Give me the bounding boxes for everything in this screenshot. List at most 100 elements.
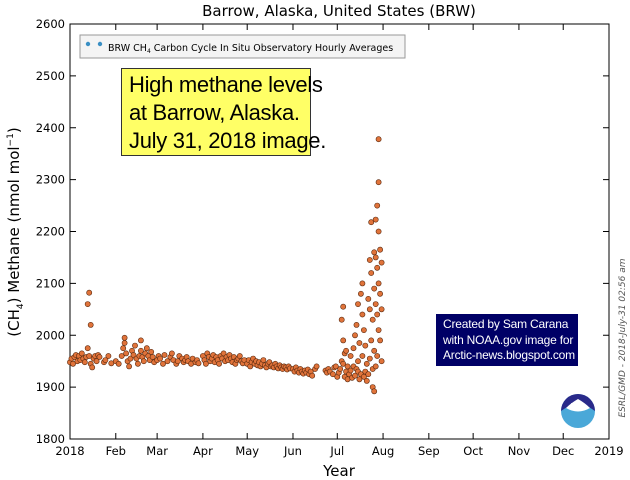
x-tick-label: Jul bbox=[329, 444, 344, 458]
y-tick-label: 2400 bbox=[36, 121, 65, 135]
data-point bbox=[359, 353, 366, 359]
data-point bbox=[347, 367, 354, 374]
data-point bbox=[377, 337, 383, 344]
data-point bbox=[368, 337, 375, 344]
data-point bbox=[86, 353, 93, 359]
data-point bbox=[236, 353, 243, 359]
data-point bbox=[343, 347, 349, 354]
x-axis-ticks: 2018 Feb Mar Apr May Jun Jul Aug Sep Oct Nov Dec 201… bbox=[55, 24, 624, 458]
data-point bbox=[87, 321, 94, 328]
data-point bbox=[377, 246, 383, 253]
data-point bbox=[371, 388, 378, 395]
data-point bbox=[134, 360, 141, 367]
y-label-sub: 4 bbox=[16, 303, 26, 309]
data-point bbox=[366, 257, 373, 263]
data-point bbox=[340, 303, 347, 310]
data-point bbox=[371, 249, 378, 256]
data-point bbox=[309, 372, 316, 379]
x-tick-label: Jun bbox=[283, 444, 302, 458]
data-point bbox=[137, 337, 144, 344]
x-tick-label: Nov bbox=[508, 444, 531, 458]
y-label-open: (CH bbox=[5, 309, 23, 337]
x-tick-label: Oct bbox=[463, 444, 483, 458]
data-point bbox=[161, 352, 168, 358]
data-point bbox=[329, 371, 336, 378]
data-point bbox=[356, 340, 363, 346]
data-point bbox=[360, 327, 367, 333]
data-point bbox=[371, 285, 378, 292]
legend-label: BRW CH4 Carbon Cycle In Situ Observatory… bbox=[108, 43, 393, 55]
y-tick-label: 2000 bbox=[36, 328, 65, 342]
x-tick-label: Sep bbox=[418, 444, 440, 458]
data-point bbox=[366, 306, 373, 313]
data-point bbox=[371, 347, 378, 354]
legend: BRW CH4 Carbon Cycle In Situ Observatory… bbox=[79, 34, 406, 59]
data-point bbox=[368, 270, 375, 276]
logo-gull bbox=[566, 399, 590, 412]
data-point bbox=[372, 301, 379, 307]
y-tick-label: 2300 bbox=[36, 173, 65, 187]
legend-prefix: BRW CH bbox=[108, 43, 147, 54]
x-tick-label: Aug bbox=[372, 444, 394, 458]
data-point bbox=[363, 377, 370, 384]
data-point bbox=[164, 358, 171, 365]
data-point bbox=[338, 316, 345, 323]
data-point bbox=[89, 364, 96, 371]
data-point bbox=[143, 345, 150, 352]
annotation-line: July 31, 2018 image. bbox=[129, 128, 327, 153]
data-point bbox=[375, 280, 382, 287]
data-point bbox=[93, 358, 100, 365]
data-point bbox=[374, 353, 381, 359]
x-tick-label: 2018 bbox=[55, 444, 84, 458]
data-point bbox=[81, 359, 88, 366]
data-point bbox=[363, 360, 370, 367]
data-point bbox=[216, 360, 222, 367]
data-point bbox=[355, 358, 361, 365]
data-point bbox=[123, 350, 129, 357]
annotation-line: High methane levels bbox=[129, 72, 323, 97]
data-point bbox=[375, 327, 382, 333]
data-point bbox=[70, 360, 76, 367]
data-point bbox=[118, 353, 125, 359]
data-point bbox=[148, 348, 155, 355]
annotation-box: High methane levels at Barrow, Alaska. J… bbox=[121, 68, 327, 156]
credit-box: Created by Sam Carana with NOAA.gov imag… bbox=[436, 314, 578, 366]
data-point bbox=[377, 290, 383, 297]
credit-line: with NOAA.gov image for bbox=[443, 332, 574, 347]
y-label-close: ) bbox=[5, 127, 23, 133]
data-point bbox=[378, 306, 385, 313]
x-tick-label: Mar bbox=[146, 444, 168, 458]
data-point bbox=[374, 264, 381, 271]
y-tick-label: 1800 bbox=[36, 432, 65, 446]
x-tick-label: May bbox=[235, 444, 259, 458]
y-tick-label: 2200 bbox=[36, 225, 65, 239]
data-point bbox=[356, 376, 363, 383]
data-point bbox=[96, 354, 103, 360]
data-point bbox=[375, 228, 382, 235]
data-point bbox=[357, 290, 364, 297]
data-point bbox=[121, 340, 128, 346]
data-point bbox=[374, 202, 381, 209]
data-point bbox=[359, 311, 366, 318]
data-point bbox=[340, 360, 347, 367]
data-point bbox=[160, 360, 166, 367]
noaa-logo: NOAA bbox=[561, 394, 595, 428]
data-point bbox=[372, 216, 379, 223]
data-point bbox=[78, 350, 85, 357]
data-point bbox=[359, 280, 366, 287]
data-point bbox=[347, 353, 354, 359]
annotation-line: at Barrow, Alaska. bbox=[129, 100, 300, 125]
y-tick-label: 2100 bbox=[36, 276, 65, 290]
y-tick-label: 2600 bbox=[36, 17, 65, 31]
legend-marker bbox=[85, 41, 91, 47]
x-tick-label: 2019 bbox=[594, 444, 623, 458]
data-point bbox=[120, 345, 127, 352]
data-point bbox=[86, 289, 93, 296]
data-point bbox=[137, 347, 144, 354]
y-label-mid: ) Methane (nmol mol bbox=[5, 146, 23, 303]
data-point bbox=[126, 363, 133, 370]
data-point bbox=[105, 353, 112, 359]
data-point bbox=[313, 363, 320, 370]
data-point bbox=[195, 360, 202, 367]
y-tick-label: 2500 bbox=[36, 69, 65, 83]
